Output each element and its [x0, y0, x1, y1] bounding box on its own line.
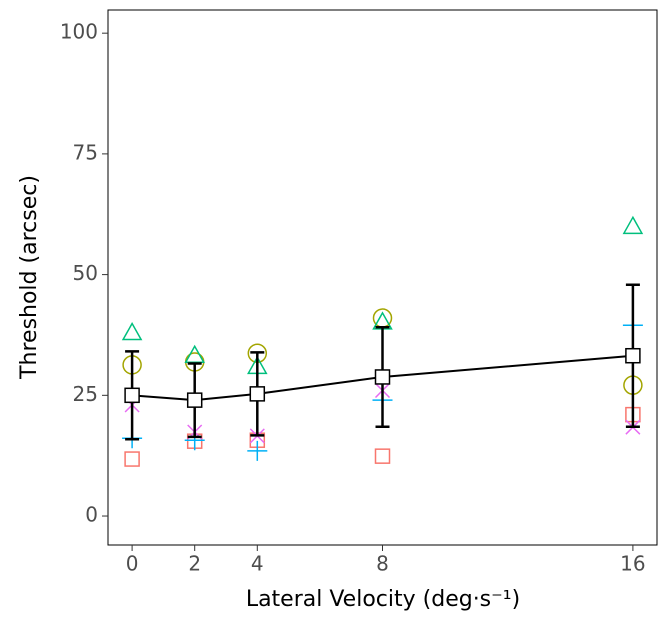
- point: [374, 448, 391, 464]
- mean-point: [625, 347, 641, 364]
- x-tick-label: 4: [251, 552, 264, 576]
- y-tick-label: 25: [73, 382, 98, 406]
- x-axis-title: Lateral Velocity (deg·s⁻¹): [246, 587, 520, 612]
- y-tick-label: 100: [60, 20, 98, 44]
- point: [622, 215, 644, 235]
- y-axis-title: Threshold (arcsec): [17, 175, 42, 380]
- mean-point: [186, 392, 203, 408]
- x-tick-label: 16: [620, 552, 645, 576]
- mean-point: [374, 369, 391, 385]
- mean-point: [249, 386, 266, 402]
- y-tick-label: 75: [73, 140, 98, 164]
- plot-panel: [107, 9, 658, 546]
- x-tick-label: 2: [188, 552, 201, 576]
- y-tick-label: 0: [85, 503, 98, 527]
- point: [247, 440, 268, 461]
- point: [184, 344, 205, 363]
- point: [121, 322, 143, 341]
- mean-point: [124, 387, 140, 404]
- y-tick-label: 50: [73, 261, 98, 285]
- x-tick-label: 0: [126, 552, 139, 576]
- point: [124, 451, 140, 467]
- x-tick-label: 8: [376, 552, 389, 576]
